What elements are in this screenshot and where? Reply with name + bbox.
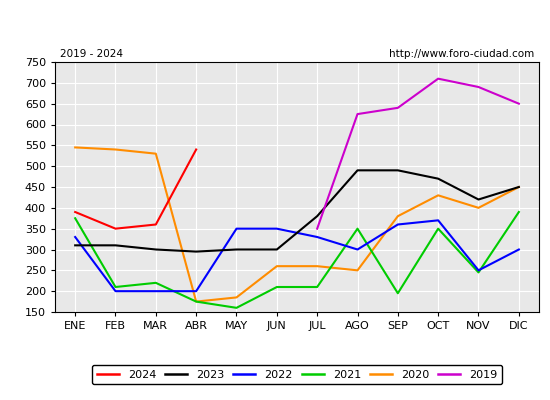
Legend: 2024, 2023, 2022, 2021, 2020, 2019: 2024, 2023, 2022, 2021, 2020, 2019 xyxy=(92,365,502,384)
Text: 2019 - 2024: 2019 - 2024 xyxy=(60,49,123,59)
Text: http://www.foro-ciudad.com: http://www.foro-ciudad.com xyxy=(389,49,534,59)
Text: Evolucion Nº Turistas Nacionales en el municipio de Santpedor: Evolucion Nº Turistas Nacionales en el m… xyxy=(45,14,505,29)
